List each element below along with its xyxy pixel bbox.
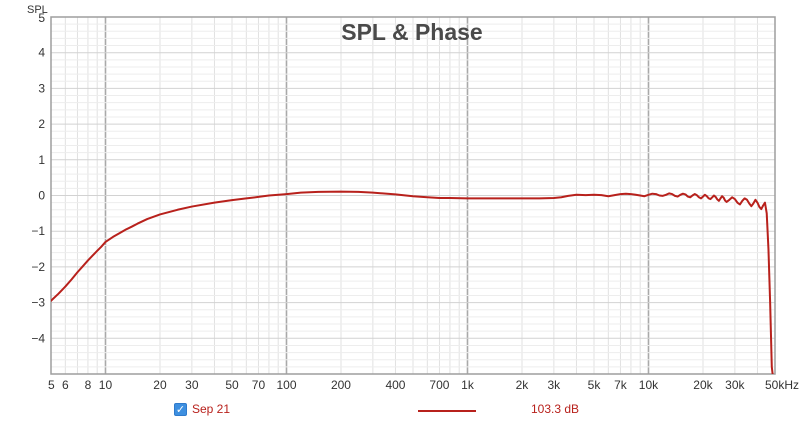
y-tick-label: −2 — [31, 260, 45, 274]
x-tick-label: 5 — [48, 378, 55, 392]
x-tick-label: 8 — [85, 378, 92, 392]
legend-value-label: 103.3 dB — [531, 402, 580, 416]
y-tick-label: 5 — [38, 11, 45, 25]
x-tick-label: 100 — [276, 378, 296, 392]
y-tick-label: 0 — [38, 189, 45, 203]
x-tick-label: 2k — [516, 378, 530, 392]
y-axis-label: SPL — [27, 4, 48, 16]
y-tick-label: 4 — [38, 46, 45, 60]
legend-line-swatch — [418, 410, 476, 412]
x-tick-label: 700 — [429, 378, 449, 392]
x-tick-label: 10k — [639, 378, 659, 392]
x-tick-label: 20k — [693, 378, 713, 392]
x-tick-label: 1k — [461, 378, 475, 392]
legend: ✓ Sep 21 103.3 dB — [0, 400, 800, 422]
series-line-sep-21 — [51, 190, 774, 374]
chart-title: SPL & Phase — [341, 19, 482, 45]
y-tick-label: 2 — [38, 117, 45, 131]
x-tick-label: 50 — [225, 378, 239, 392]
y-tick-label: −1 — [31, 224, 45, 238]
x-tick-label: 400 — [385, 378, 405, 392]
x-tick-label: 30 — [185, 378, 199, 392]
x-tick-label: 30k — [725, 378, 745, 392]
x-tick-label: 50kHz — [765, 378, 799, 392]
plot-frame — [50, 16, 776, 375]
series-visibility-checkbox[interactable]: ✓ — [174, 403, 187, 416]
x-tick-label: 20 — [153, 378, 167, 392]
x-tick-label: 5k — [588, 378, 602, 392]
y-tick-label: −3 — [31, 296, 45, 310]
x-tick-label: 6 — [62, 378, 69, 392]
x-tick-label: 200 — [331, 378, 351, 392]
series-layer — [51, 190, 774, 374]
x-tick-label: 10 — [99, 378, 113, 392]
grid-lines — [50, 16, 776, 375]
y-tick-labels: 5 4 3 2 1 0 −1 −2 −3 −4 — [31, 11, 45, 345]
x-tick-labels: 5 6 8 10 20 30 50 70 100 200 400 700 1k 2k 3k 5k 7k 10k 20… — [48, 378, 799, 392]
y-tick-label: −4 — [31, 331, 45, 345]
x-tick-label: 70 — [252, 378, 266, 392]
y-tick-label: 1 — [38, 153, 45, 167]
legend-series-name[interactable]: Sep 21 — [192, 402, 231, 416]
x-tick-label: 7k — [614, 378, 628, 392]
x-tick-label: 3k — [548, 378, 562, 392]
y-tick-label: 3 — [38, 81, 45, 95]
